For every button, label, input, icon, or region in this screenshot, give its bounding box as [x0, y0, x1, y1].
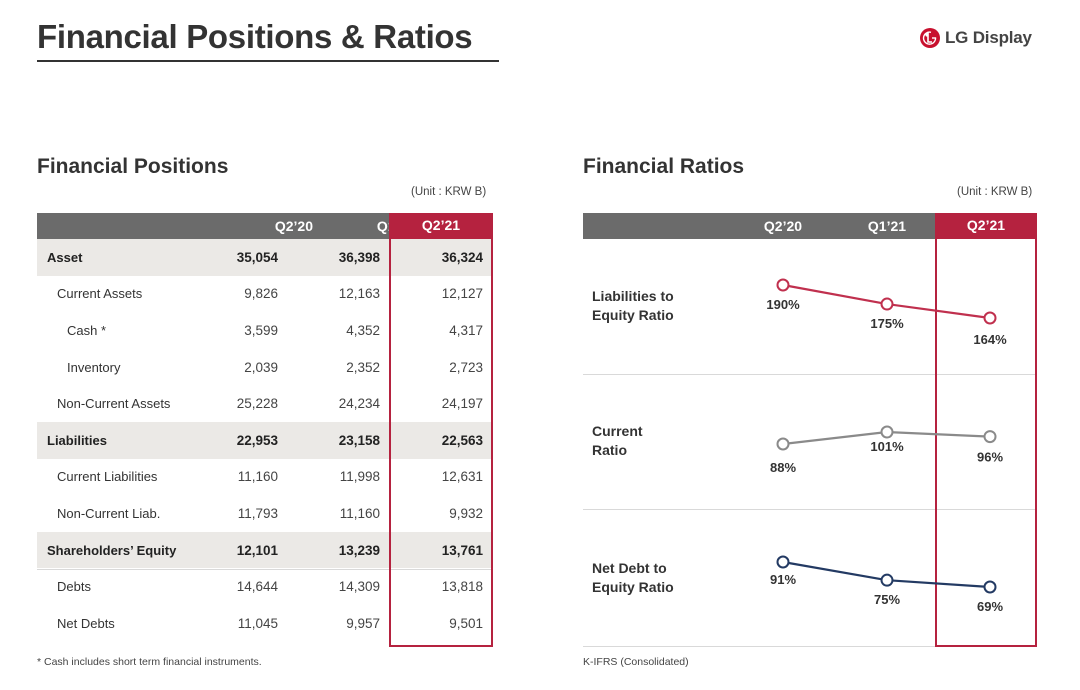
table-row: Inventory 2,039 2,352 2,723 [37, 349, 493, 386]
row-label: Non-Current Assets [57, 396, 171, 412]
row-value: 2,352 [346, 359, 380, 375]
table-row: Non-Current Assets 25,228 24,234 24,197 [37, 385, 493, 422]
row-value: 4,317 [449, 322, 483, 338]
table-row: Net Debts 11,045 9,957 9,501 [37, 605, 493, 642]
row-value: 13,761 [441, 542, 483, 558]
data-label: 88% [770, 460, 796, 475]
row-value: 12,631 [441, 469, 483, 485]
row-label: Inventory [67, 359, 121, 375]
row-value: 2,039 [244, 359, 278, 375]
ratio-row-divider [583, 509, 1037, 510]
table-row: Non-Current Liab. 11,793 11,160 9,932 [37, 495, 493, 532]
data-label: 75% [874, 592, 900, 607]
table-row: Current Assets 9,826 12,163 12,127 [37, 276, 493, 313]
row-value: 9,501 [449, 615, 483, 631]
data-point [776, 278, 790, 292]
data-point [880, 425, 894, 439]
row-value: 35,054 [236, 249, 278, 265]
data-label: 96% [977, 450, 1003, 465]
row-value: 36,398 [338, 249, 380, 265]
row-value: 9,826 [244, 286, 278, 302]
positions-unit: (Unit : KRW B) [411, 186, 487, 198]
data-point [776, 437, 790, 451]
row-label: Net Debts [57, 615, 115, 631]
column-header-current-ratios: Q2’21 [935, 213, 1037, 239]
row-value: 4,352 [346, 322, 380, 338]
row-value: 3,599 [244, 322, 278, 338]
row-label: Debts [57, 579, 91, 595]
row-value: 24,197 [441, 396, 483, 412]
row-value: 9,957 [346, 615, 380, 631]
title-underline [37, 60, 499, 62]
data-point [983, 580, 997, 594]
column-header: Q2’20 [274, 218, 313, 234]
row-value: 9,932 [449, 505, 483, 521]
lg-logo-icon [920, 28, 940, 48]
logo-text: LG Display [945, 28, 1032, 47]
row-value: 22,563 [441, 432, 483, 448]
row-value: 12,127 [441, 286, 483, 302]
data-label: 175% [870, 316, 904, 331]
table-row: Cash * 3,599 4,352 4,317 [37, 312, 493, 349]
row-divider [37, 569, 493, 571]
row-value: 11,045 [237, 615, 278, 631]
positions-title: Financial Positions [37, 155, 229, 178]
row-value: 11,160 [237, 469, 278, 485]
row-value: 2,723 [449, 359, 483, 375]
column-header-current: Q2’21 [389, 213, 493, 239]
table-row: Debts 14,644 14,309 13,818 [37, 568, 493, 605]
ratio-label-netdebt: Net Debt to Equity Ratio [592, 560, 674, 595]
row-label: Cash * [67, 322, 107, 338]
data-label: 190% [766, 297, 800, 312]
data-point [776, 555, 790, 569]
column-header: Q2’20 [763, 218, 803, 234]
row-label: Current Liabilities [57, 469, 158, 485]
ratios-footnote: K-IFRS (Consolidated) [583, 656, 689, 668]
row-label: Asset [47, 249, 83, 265]
data-label: 101% [870, 439, 904, 454]
row-value: 24,234 [338, 396, 380, 412]
page-title: Financial Positions & Ratios [37, 18, 473, 55]
row-value: 11,998 [339, 469, 380, 485]
data-label: 91% [770, 572, 796, 587]
row-value: 13,239 [338, 542, 380, 558]
table-row: Liabilities 22,953 23,158 22,563 [37, 422, 493, 459]
row-value: 25,228 [236, 396, 278, 412]
ratios-unit: (Unit : KRW B) [957, 186, 1033, 198]
row-label: Non-Current Liab. [57, 505, 161, 521]
ratio-label-current: Current Ratio [592, 423, 643, 458]
row-label: Shareholders’ Equity [47, 542, 177, 558]
row-value: 14,309 [338, 579, 380, 595]
row-label: Current Assets [57, 286, 143, 302]
row-value: 36,324 [441, 249, 483, 265]
brand-logo: LG Display [920, 28, 1032, 48]
row-label: Liabilities [47, 432, 107, 448]
row-value: 12,101 [236, 542, 278, 558]
ratio-row-divider [583, 374, 1037, 375]
row-value: 22,953 [236, 432, 278, 448]
table-row: Asset 35,054 36,398 36,324 [37, 239, 493, 276]
data-point [880, 297, 894, 311]
row-value: 11,793 [237, 505, 278, 521]
ratios-title: Financial Ratios [583, 155, 745, 178]
row-value: 11,160 [339, 505, 380, 521]
ratio-row-divider [583, 646, 1037, 647]
data-point [880, 573, 894, 587]
data-label: 164% [973, 332, 1007, 347]
table-row: Shareholders’ Equity 12,101 13,239 13,761 [37, 531, 493, 569]
row-value: 23,158 [338, 432, 380, 448]
column-header: Q1’21 [867, 218, 907, 234]
data-point [983, 311, 997, 325]
positions-footnote: * Cash includes short term financial ins… [37, 656, 262, 668]
data-point [983, 430, 997, 444]
table-row: Current Liabilities 11,160 11,998 12,631 [37, 459, 493, 496]
row-value: 14,644 [236, 579, 278, 595]
data-label: 69% [977, 599, 1003, 614]
ratio-label-liabilities: Liabilities to Equity Ratio [592, 288, 674, 323]
row-value: 12,163 [338, 286, 380, 302]
row-value: 13,818 [441, 579, 483, 595]
